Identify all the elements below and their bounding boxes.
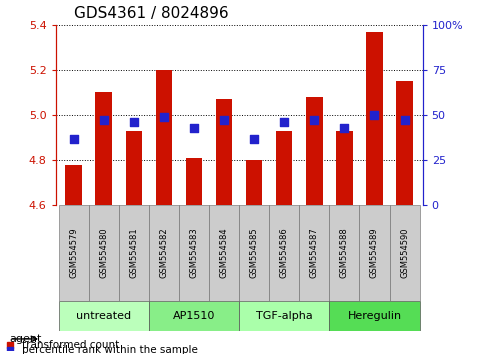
Bar <box>149 301 239 331</box>
Bar <box>276 131 293 205</box>
Text: TGF-alpha: TGF-alpha <box>256 311 313 321</box>
Text: GSM554583: GSM554583 <box>189 228 199 279</box>
Text: GSM554582: GSM554582 <box>159 228 169 279</box>
Text: GSM554590: GSM554590 <box>400 228 409 278</box>
Bar <box>149 205 179 301</box>
Text: GSM554587: GSM554587 <box>310 228 319 279</box>
Bar <box>89 205 119 301</box>
Point <box>160 114 168 120</box>
Bar <box>246 160 262 205</box>
Point <box>250 136 258 141</box>
Point <box>280 119 288 125</box>
Text: GSM554588: GSM554588 <box>340 228 349 279</box>
Bar <box>179 205 209 301</box>
Bar <box>156 70 172 205</box>
Point <box>100 118 108 123</box>
Bar <box>359 205 389 301</box>
Bar <box>58 301 149 331</box>
Point <box>220 118 228 123</box>
Bar <box>209 205 239 301</box>
Bar <box>216 99 232 205</box>
Bar <box>329 301 420 331</box>
Text: agent: agent <box>10 334 42 344</box>
Bar <box>58 205 89 301</box>
Bar <box>96 92 112 205</box>
Bar <box>126 131 142 205</box>
Bar <box>389 205 420 301</box>
Bar <box>65 165 82 205</box>
Bar <box>329 205 359 301</box>
Bar <box>299 205 329 301</box>
Text: untreated: untreated <box>76 311 131 321</box>
Text: GSM554579: GSM554579 <box>69 228 78 279</box>
Bar <box>269 205 299 301</box>
Point <box>130 119 138 125</box>
Bar <box>336 131 353 205</box>
Text: GSM554585: GSM554585 <box>250 228 258 279</box>
Bar <box>239 301 329 331</box>
Text: percentile rank within the sample: percentile rank within the sample <box>22 344 198 354</box>
Point <box>190 125 198 131</box>
Point <box>341 125 348 131</box>
Point <box>70 136 77 141</box>
Text: GSM554581: GSM554581 <box>129 228 138 279</box>
Point <box>370 112 378 118</box>
Text: GSM554580: GSM554580 <box>99 228 108 279</box>
Bar <box>239 205 269 301</box>
Text: GSM554589: GSM554589 <box>370 228 379 279</box>
Bar <box>366 32 383 205</box>
Text: GSM554586: GSM554586 <box>280 228 289 279</box>
Text: AP1510: AP1510 <box>173 311 215 321</box>
Point <box>401 118 409 123</box>
Bar <box>185 158 202 205</box>
Bar <box>396 81 413 205</box>
Text: transformed count: transformed count <box>22 340 119 350</box>
Text: Heregulin: Heregulin <box>347 311 401 321</box>
Point <box>311 118 318 123</box>
Text: GDS4361 / 8024896: GDS4361 / 8024896 <box>74 6 228 21</box>
Text: GSM554584: GSM554584 <box>220 228 228 279</box>
Bar <box>119 205 149 301</box>
Bar <box>306 97 323 205</box>
